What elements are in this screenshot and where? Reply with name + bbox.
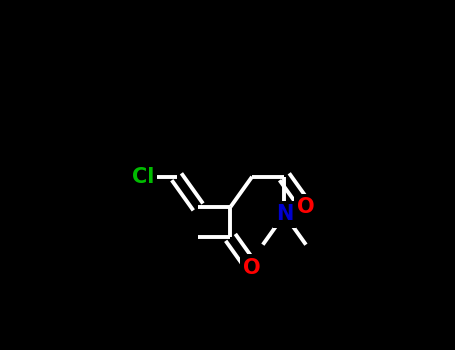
Text: O: O bbox=[243, 258, 261, 278]
Text: Cl: Cl bbox=[131, 167, 154, 187]
Text: N: N bbox=[276, 204, 293, 224]
Text: O: O bbox=[297, 197, 315, 217]
